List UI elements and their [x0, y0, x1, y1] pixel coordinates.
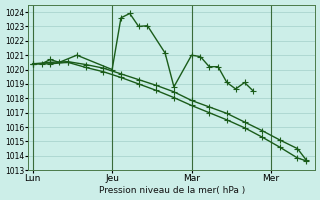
X-axis label: Pression niveau de la mer( hPa ): Pression niveau de la mer( hPa ): [99, 186, 245, 195]
